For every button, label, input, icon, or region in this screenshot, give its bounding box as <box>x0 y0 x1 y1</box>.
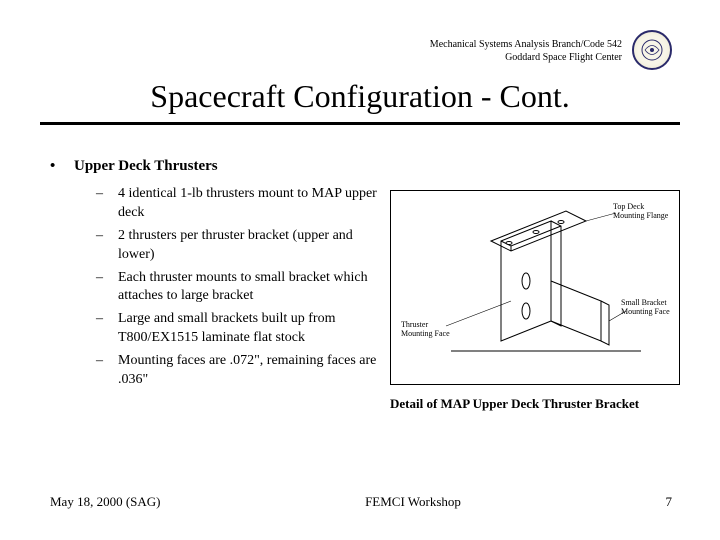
list-item: –Mounting faces are .072", remaining fac… <box>96 352 386 390</box>
dash-icon: – <box>96 227 108 265</box>
list-item: –4 identical 1-lb thrusters mount to MAP… <box>96 185 386 223</box>
page-title: Spacecraft Configuration - Cont. <box>0 78 720 115</box>
section-heading: Upper Deck Thrusters <box>74 158 218 175</box>
goddard-seal-icon <box>632 30 672 70</box>
list-item-text: Mounting faces are .072", remaining face… <box>118 352 386 390</box>
thruster-bracket-figure: Top Deck Mounting Flange Thruster Mounti… <box>390 190 680 385</box>
header-block: Mechanical Systems Analysis Branch/Code … <box>430 38 622 64</box>
figure-label-small-bracket: Small Bracket Mounting Face <box>621 299 679 317</box>
footer: May 18, 2000 (SAG) FEMCI Workshop 7 <box>50 494 672 510</box>
dash-icon: – <box>96 352 108 390</box>
figure-label-thruster-face: Thruster Mounting Face <box>401 321 456 339</box>
footer-page-number: 7 <box>666 494 673 510</box>
content-block: • Upper Deck Thrusters –4 identical 1-lb… <box>50 158 390 394</box>
footer-center: FEMCI Workshop <box>365 494 461 510</box>
figure-caption: Detail of MAP Upper Deck Thruster Bracke… <box>390 396 690 412</box>
list-item-text: 4 identical 1-lb thrusters mount to MAP … <box>118 185 386 223</box>
list-item-text: Each thruster mounts to small bracket wh… <box>118 269 386 307</box>
dash-icon: – <box>96 269 108 307</box>
figure-label-top-deck: Top Deck Mounting Flange <box>613 203 673 221</box>
list-item-text: 2 thrusters per thruster bracket (upper … <box>118 227 386 265</box>
header-line-1: Mechanical Systems Analysis Branch/Code … <box>430 38 622 51</box>
list-item: –Each thruster mounts to small bracket w… <box>96 269 386 307</box>
footer-date: May 18, 2000 (SAG) <box>50 494 161 510</box>
dash-icon: – <box>96 185 108 223</box>
title-rule <box>40 122 680 125</box>
list-item-text: Large and small brackets built up from T… <box>118 310 386 348</box>
header-line-2: Goddard Space Flight Center <box>430 51 622 64</box>
dash-icon: – <box>96 310 108 348</box>
section-heading-row: • Upper Deck Thrusters <box>50 158 390 175</box>
bullet-icon: • <box>50 158 60 175</box>
list-item: –Large and small brackets built up from … <box>96 310 386 348</box>
list-item: –2 thrusters per thruster bracket (upper… <box>96 227 386 265</box>
sub-list: –4 identical 1-lb thrusters mount to MAP… <box>96 185 386 390</box>
